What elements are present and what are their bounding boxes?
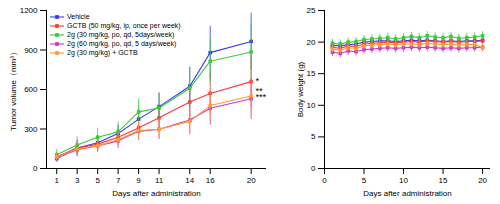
html-text:Vehicle: Vehicle [67,13,90,20]
svg-text:10: 10 [399,176,408,185]
svg-text:15: 15 [307,69,316,78]
svg-text:Days after administration: Days after administration [112,189,200,198]
svg-text:20: 20 [247,176,256,185]
svg-text:9: 9 [136,176,141,185]
svg-text:14: 14 [185,176,194,185]
html-text:2g (60 mg/kg, po, qd, 5 days/w: 2g (60 mg/kg, po, qd, 5 days/week) [67,40,177,47]
svg-text:600: 600 [24,85,38,94]
svg-text:0: 0 [311,164,316,173]
svg-text:0: 0 [322,176,327,185]
html-text:2g (30 mg/kg, po, qd, 5days/we: 2g (30 mg/kg, po, qd, 5days/week) [67,31,175,38]
svg-text:1200: 1200 [20,6,38,15]
svg-text:Body weight (g): Body weight (g) [296,61,305,117]
svg-text:20: 20 [478,176,487,185]
svg-text:3: 3 [75,176,80,185]
svg-text:900: 900 [24,46,38,55]
svg-text:5: 5 [362,176,367,185]
svg-text:10: 10 [307,101,316,110]
svg-text:5: 5 [311,132,316,141]
svg-text:7: 7 [116,176,121,185]
svg-text:Tumor volume（mm³）: Tumor volume（mm³） [9,48,18,131]
svg-text:20: 20 [307,38,316,47]
svg-text:25: 25 [307,6,316,15]
svg-text:15: 15 [439,176,448,185]
svg-text:11: 11 [155,176,164,185]
svg-text:***: *** [255,92,266,102]
html-text:2g (30 mg/kg) + GCTB: 2g (30 mg/kg) + GCTB [67,49,138,56]
svg-text:0: 0 [33,164,38,173]
svg-text:1: 1 [55,176,60,185]
svg-text:Days after administration: Days after administration [363,189,451,198]
svg-text:300: 300 [24,125,38,134]
svg-text:5: 5 [95,176,100,185]
svg-text:16: 16 [206,176,215,185]
html-text:GCTB (50 mg/kg, ip, once per w: GCTB (50 mg/kg, ip, once per week) [67,22,181,29]
